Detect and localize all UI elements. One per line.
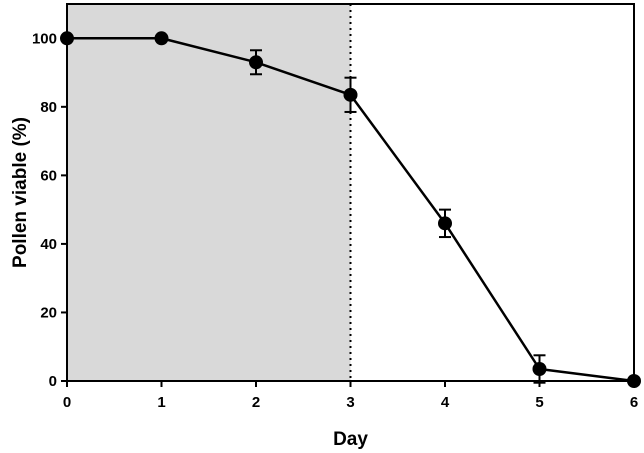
data-point [438,216,452,231]
y-tick-label: 100 [32,30,57,47]
y-tick-label: 40 [40,236,57,253]
x-tick-label: 5 [535,394,543,411]
data-point [343,87,358,102]
y-tick-label: 80 [40,99,57,116]
x-tick-label: 3 [346,394,354,411]
x-tick-label: 0 [63,394,71,411]
x-tick-label: 6 [630,394,638,411]
plot-frame [66,3,635,382]
x-axis-title: Day [333,429,368,450]
y-tick-label: 20 [40,304,57,321]
y-tick-label: 0 [49,373,57,390]
x-tick-label: 4 [441,394,450,411]
data-point [249,55,263,70]
x-tick-label: 1 [157,394,165,411]
y-axis-title: Pollen viable (%) [10,117,31,268]
data-point [154,31,169,46]
x-tick-label: 2 [252,394,260,411]
y-tick-label: 60 [40,167,57,184]
data-point [532,362,547,377]
shaded-region [67,4,351,381]
